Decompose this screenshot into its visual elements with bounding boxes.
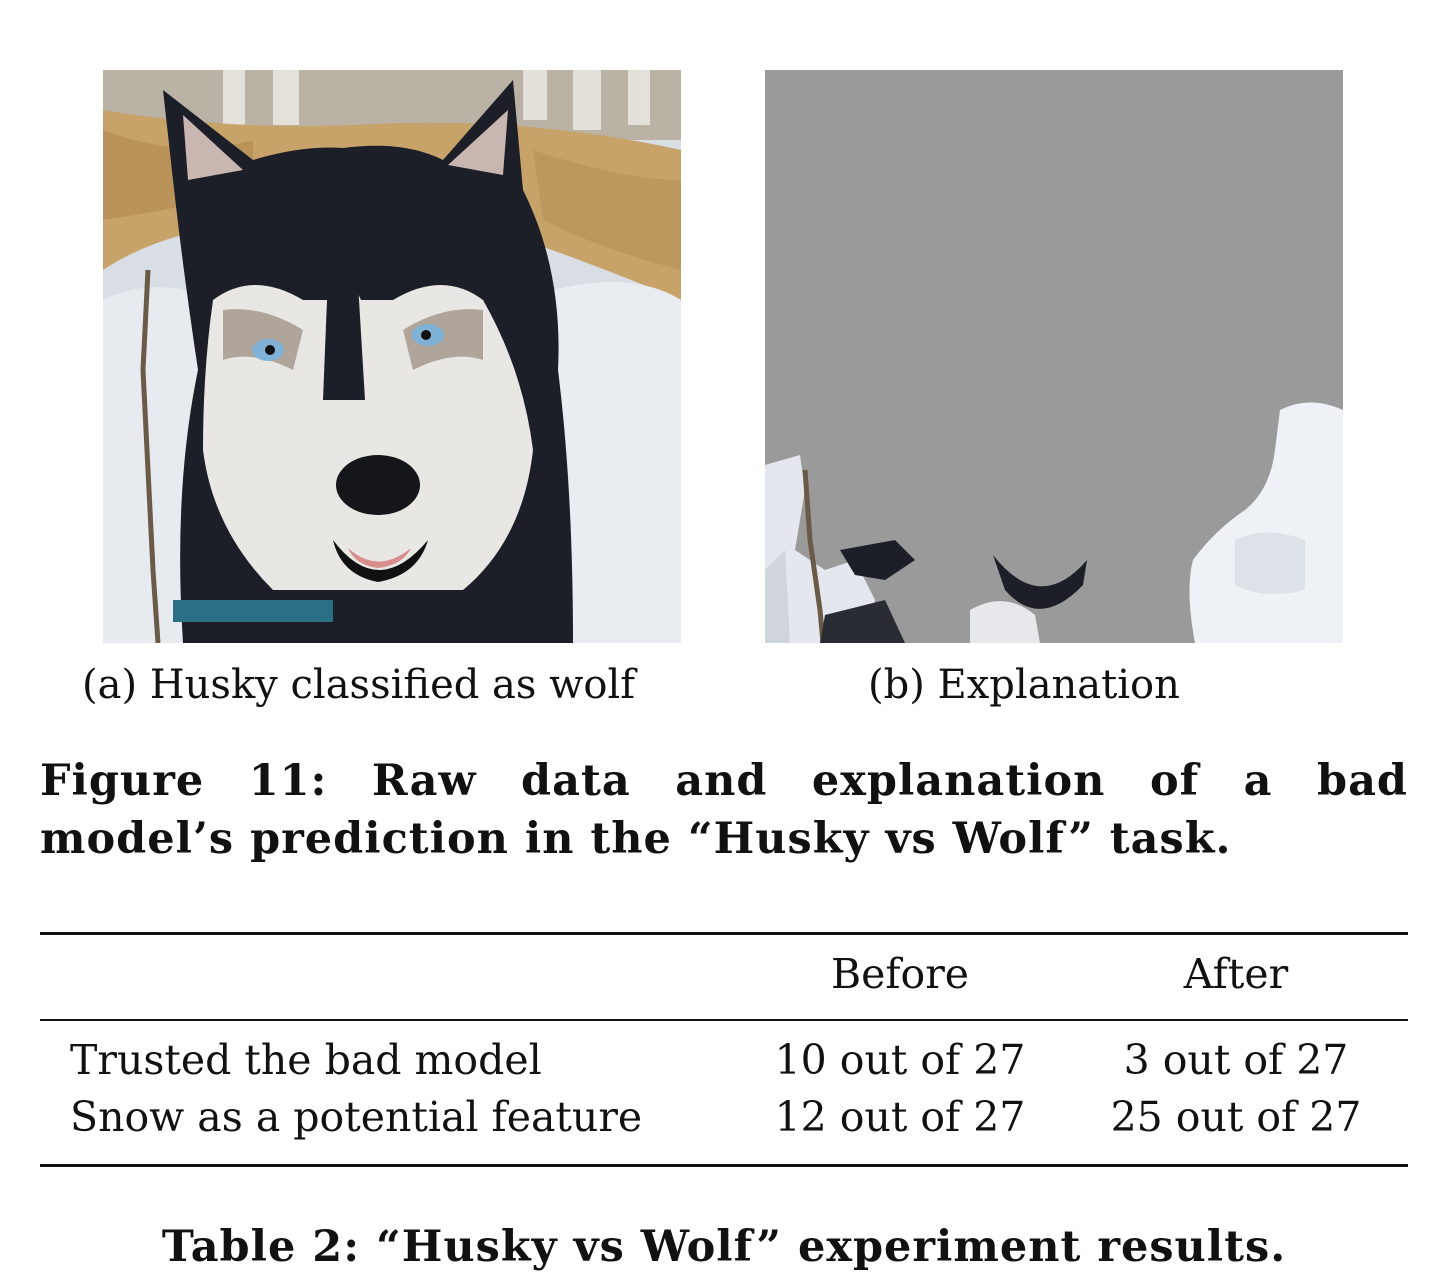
- subfigure-a-label: (a) Husky classified as wolf: [82, 662, 636, 708]
- figure-caption-line1: Figure 11: Raw data and explanation of a…: [40, 756, 1408, 806]
- table-row2-after: 25 out of 27: [1110, 1093, 1362, 1141]
- table-caption: Table 2: “Husky vs Wolf” experiment resu…: [161, 1222, 1287, 1272]
- figure-caption: Figure 11: Raw data and explanation of a…: [40, 752, 1408, 868]
- table-row1-after: 3 out of 27: [1123, 1036, 1349, 1084]
- table-bottom-rule: [40, 1164, 1408, 1167]
- table-row1-label: Trusted the bad model: [70, 1036, 542, 1084]
- subfigure-b-label: (b) Explanation: [868, 662, 1180, 708]
- table-header-rule: [40, 1019, 1408, 1021]
- table-row2-label: Snow as a potential feature: [70, 1093, 643, 1141]
- husky-photo: [103, 70, 681, 643]
- table-row2-before: 12 out of 27: [774, 1093, 1026, 1141]
- table-header-after: After: [1183, 950, 1289, 998]
- table-header-before: Before: [830, 950, 970, 998]
- figure-caption-line2: model’s prediction in the “Husky vs Wolf…: [40, 814, 1232, 864]
- table-top-rule: [40, 932, 1408, 935]
- table-row1-before: 10 out of 27: [774, 1036, 1026, 1084]
- explanation-mask: [765, 70, 1343, 643]
